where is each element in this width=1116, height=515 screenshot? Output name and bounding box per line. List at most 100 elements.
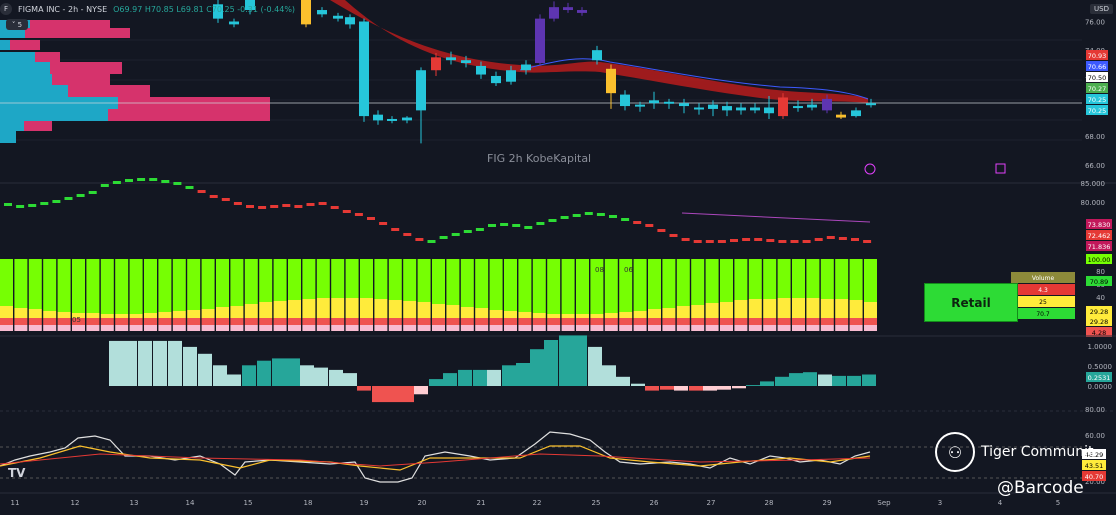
stack-tick: 40 (1096, 294, 1105, 302)
time-tick: 21 (477, 499, 486, 507)
symbol-title[interactable]: FIGMA INC - 2h - NYSE (18, 4, 108, 14)
stack-yellow (244, 304, 258, 318)
price-axis: 76.0074.0072.0068.0066.0070.9370.6670.50… (1085, 19, 1108, 170)
stack-pink (763, 325, 777, 331)
stack-pink (518, 325, 532, 331)
hist-tick: 0.5000 (1088, 363, 1113, 371)
oscillator-bar (270, 205, 279, 208)
stack-pink (72, 325, 85, 331)
stack-yellow (547, 314, 561, 318)
histogram-bar (660, 386, 674, 390)
stack-yellow (676, 306, 690, 318)
oscillator-bar (354, 213, 363, 216)
candle-body (301, 0, 311, 25)
tiger-label: Tiger Communit (981, 444, 1094, 460)
stack-green (820, 259, 834, 299)
stack-tag (1086, 316, 1112, 326)
stack-red (244, 318, 258, 325)
stack-yellow (331, 298, 345, 318)
oscillator-bar (439, 236, 448, 239)
rsi-line-red (0, 453, 871, 467)
stack-pink (792, 325, 805, 331)
oscillator-bar (790, 240, 799, 243)
histogram-bar (631, 383, 645, 386)
stack-red (604, 318, 618, 325)
stack-green (230, 259, 244, 306)
stack-pink (172, 325, 186, 331)
stack-tag-label: 29.28 (1090, 308, 1109, 316)
oscillator-bar (766, 239, 775, 242)
stack-yellow (561, 314, 575, 318)
stack-red (720, 318, 733, 325)
histogram-bar (123, 340, 137, 386)
stack-red (100, 318, 114, 325)
oscillator-bar (488, 224, 496, 227)
stack-pink (504, 325, 517, 331)
stack-yellow (835, 299, 849, 318)
stack-yellow (748, 299, 762, 318)
stack-pink (835, 325, 849, 331)
stack-pink (43, 325, 57, 331)
candle-body (722, 106, 732, 111)
stack-red (590, 318, 604, 325)
stack-yellow (144, 313, 157, 318)
event-icon[interactable] (995, 163, 1006, 174)
stack-red (273, 318, 287, 325)
oscillator-bar (246, 205, 254, 208)
histogram-bar (414, 386, 428, 395)
stack-yellow (518, 312, 532, 318)
stack-tag-label: 100.00 (1088, 256, 1111, 264)
stack-green (259, 259, 273, 302)
stack-green (100, 259, 114, 314)
stack-green (864, 259, 877, 302)
stack-yellow (259, 302, 273, 318)
volume-profile-bar (0, 62, 50, 74)
stack-pink (14, 325, 28, 331)
stack-label: 06 (624, 266, 633, 274)
stack-pink (129, 325, 143, 331)
stack-yellow (345, 298, 359, 318)
collapse-indicators-button[interactable]: ˅ 5 (6, 19, 28, 30)
stack-green (302, 259, 316, 299)
stack-green (432, 259, 445, 304)
stack-green (403, 259, 417, 301)
stack-pink (100, 325, 114, 331)
rsi-line-yellow (0, 445, 871, 471)
stack-yellow (849, 300, 863, 318)
time-tick: 26 (650, 499, 659, 507)
stack-pink (417, 325, 431, 331)
histogram-bar (386, 386, 400, 403)
oscillator-bar (294, 205, 303, 208)
stack-red (576, 318, 589, 325)
stack-green (532, 259, 546, 313)
candle-body (431, 57, 441, 71)
alert-icon[interactable] (864, 163, 876, 175)
stack-pink (576, 325, 589, 331)
osc-tag-label: 73.830 (1088, 221, 1111, 229)
volume-profile-bar (35, 52, 60, 62)
oscillator-bar (52, 200, 61, 203)
rsi-tag (1082, 471, 1106, 481)
stack-pink (777, 325, 791, 331)
oscillator-bar (451, 233, 460, 236)
candle-body (866, 103, 876, 106)
stack-red (259, 318, 273, 325)
stack-yellow (590, 314, 604, 318)
stack-yellow (489, 310, 503, 318)
currency-selector[interactable]: USD (1090, 4, 1113, 14)
oscillator-bar (306, 203, 315, 206)
stack-yellow (216, 307, 229, 318)
price-tick: 76.00 (1085, 19, 1105, 27)
candle-body (402, 117, 412, 121)
candle-body (778, 97, 788, 117)
histogram-bar (602, 365, 616, 386)
histogram-bar (789, 373, 803, 386)
stack-tag-label: 70.89 (1090, 278, 1109, 286)
histogram-bar (487, 369, 501, 386)
oscillator-bar (584, 212, 593, 215)
stack-yellow (792, 298, 805, 318)
hist-tick: 1.0000 (1088, 343, 1113, 351)
histogram-bar (473, 369, 487, 386)
stack-red (360, 318, 373, 325)
